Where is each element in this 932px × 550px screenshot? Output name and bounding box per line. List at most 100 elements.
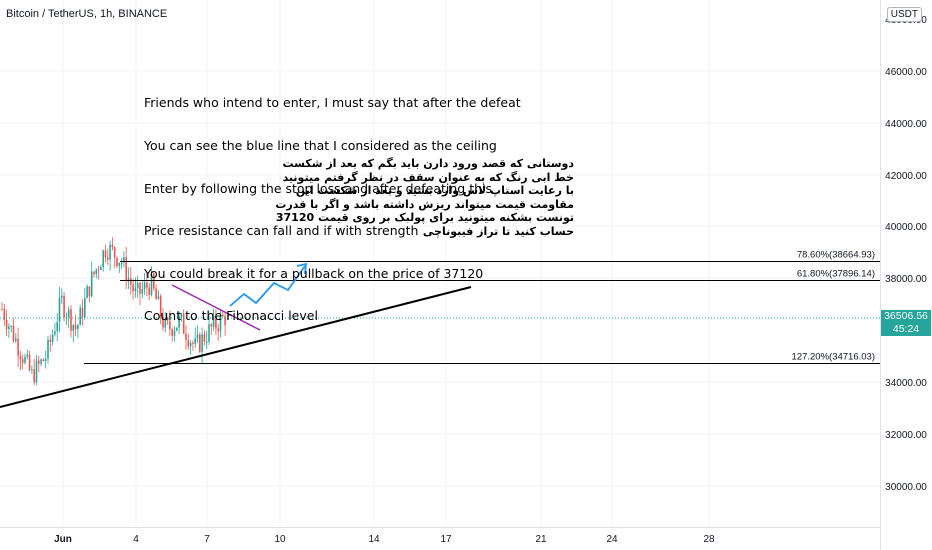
candle-body xyxy=(54,331,56,335)
note-line: Enter by following the stop loss and aft… xyxy=(144,180,492,196)
candle-body xyxy=(102,250,104,268)
candle-body xyxy=(113,247,116,258)
candle-body xyxy=(187,340,190,347)
fibonacci-levels: 78.60%(38664.93) 61.80%(37896.14) 127.20%(… xyxy=(84,250,880,364)
candle-countdown: 45:24 xyxy=(892,323,920,335)
candle-body xyxy=(178,316,180,328)
candle-body xyxy=(90,271,93,297)
current-price-value: 36506.56 xyxy=(884,310,928,322)
time-tick-label: 4 xyxy=(133,534,139,545)
candle-body xyxy=(51,334,54,343)
time-tick-label: 28 xyxy=(703,534,715,545)
time-tick-label: 21 xyxy=(535,534,547,545)
candle-body xyxy=(196,334,199,339)
candle-body xyxy=(148,287,150,295)
candle-body xyxy=(116,257,118,266)
candle-body xyxy=(109,244,111,260)
note-line: تونست بشکنه میتونید برای پولبک بر روی قی… xyxy=(275,211,574,225)
time-axis[interactable]: Jun 4 7 10 14 17 21 24 28 xyxy=(54,534,715,545)
candle-body xyxy=(111,244,114,248)
time-tick-label: 14 xyxy=(368,534,380,545)
candle-body xyxy=(1,308,3,310)
price-tick-label: 32000.00 xyxy=(885,430,927,441)
candle-body xyxy=(155,288,157,300)
time-tick-label: 10 xyxy=(274,534,286,545)
candle-body xyxy=(84,297,86,318)
projection-path[interactable] xyxy=(229,265,306,307)
candle-body xyxy=(15,338,17,341)
candle-body xyxy=(44,358,47,361)
candle-body xyxy=(194,338,196,344)
candle-body xyxy=(47,339,49,359)
candle-body xyxy=(210,324,213,327)
candle-body xyxy=(31,369,33,371)
candle-body xyxy=(224,316,226,325)
note-line: با رعایت استاپ لاس وارد بشید و بعد از شک… xyxy=(295,184,574,198)
candle-body xyxy=(132,284,134,292)
candle-body xyxy=(88,286,91,297)
candle-body xyxy=(219,314,222,332)
candle-body xyxy=(162,316,164,328)
candle-body xyxy=(56,322,58,332)
candle-body xyxy=(125,257,127,282)
price-tick-label: 40000.00 xyxy=(885,222,927,233)
candle-body xyxy=(79,307,81,326)
price-axis[interactable]: 46000.00 44000.00 42000.00 40000.00 38000.00… xyxy=(885,15,927,493)
price-tick-label: 46000.00 xyxy=(885,67,927,78)
candle-body xyxy=(26,354,29,357)
price-tick-label: 34000.00 xyxy=(885,378,927,389)
candle-body xyxy=(104,250,107,258)
support-trendline[interactable] xyxy=(0,286,472,408)
note-line: Friends who intend to enter, I must say … xyxy=(144,95,521,111)
candle-body xyxy=(70,309,72,331)
projection-arrow-head xyxy=(296,262,308,275)
candle-body xyxy=(58,297,61,323)
time-tick-label: 24 xyxy=(606,534,618,545)
candle-body xyxy=(157,296,160,300)
candle-body xyxy=(67,309,70,318)
note-line: دوستانی که قصد ورود دارن باید بگم که بعد… xyxy=(282,157,574,170)
candle-body xyxy=(28,354,31,371)
candle-body xyxy=(176,327,178,331)
candle-body xyxy=(192,342,194,344)
candle-body xyxy=(21,359,24,363)
candle-body xyxy=(166,319,169,321)
candle-body xyxy=(42,359,45,361)
candle-body xyxy=(63,295,65,318)
candle-body xyxy=(120,262,123,264)
candle-body xyxy=(134,288,137,292)
candle-body xyxy=(173,330,176,336)
candle-body xyxy=(139,282,141,294)
price-tick-label: 42000.00 xyxy=(885,171,927,182)
time-tick-label: 17 xyxy=(440,534,452,545)
note-line: Count to the Fibonacci level xyxy=(144,308,318,324)
candle-body xyxy=(35,360,38,383)
candle-body xyxy=(201,334,203,352)
time-tick-label: 7 xyxy=(204,534,210,545)
price-tick-label: 30000.00 xyxy=(885,482,927,493)
candle-body xyxy=(38,360,40,364)
candle-body xyxy=(169,320,171,330)
candle-body xyxy=(5,319,8,330)
candle-body xyxy=(153,273,155,289)
candle-body xyxy=(3,309,6,320)
candle-body xyxy=(77,325,79,330)
currency-button[interactable]: USDT xyxy=(886,7,922,22)
candle-body xyxy=(182,314,185,334)
candle-body xyxy=(118,262,121,266)
resistance-trendline[interactable] xyxy=(171,284,261,331)
candle-body xyxy=(130,278,132,285)
candle-body xyxy=(180,314,183,317)
candle-body xyxy=(100,267,102,271)
note-line: You could break it for a pullback on the… xyxy=(144,265,484,281)
candle-body xyxy=(222,314,224,317)
candle-body xyxy=(205,341,208,343)
candle-body xyxy=(141,289,144,294)
time-tick-label: Jun xyxy=(54,534,72,545)
candle-body xyxy=(107,257,109,260)
candle-body xyxy=(171,329,173,336)
candle-body xyxy=(81,307,84,318)
note-line: Price resistance can fall and if with st… xyxy=(144,223,419,239)
candle-body xyxy=(95,269,98,275)
